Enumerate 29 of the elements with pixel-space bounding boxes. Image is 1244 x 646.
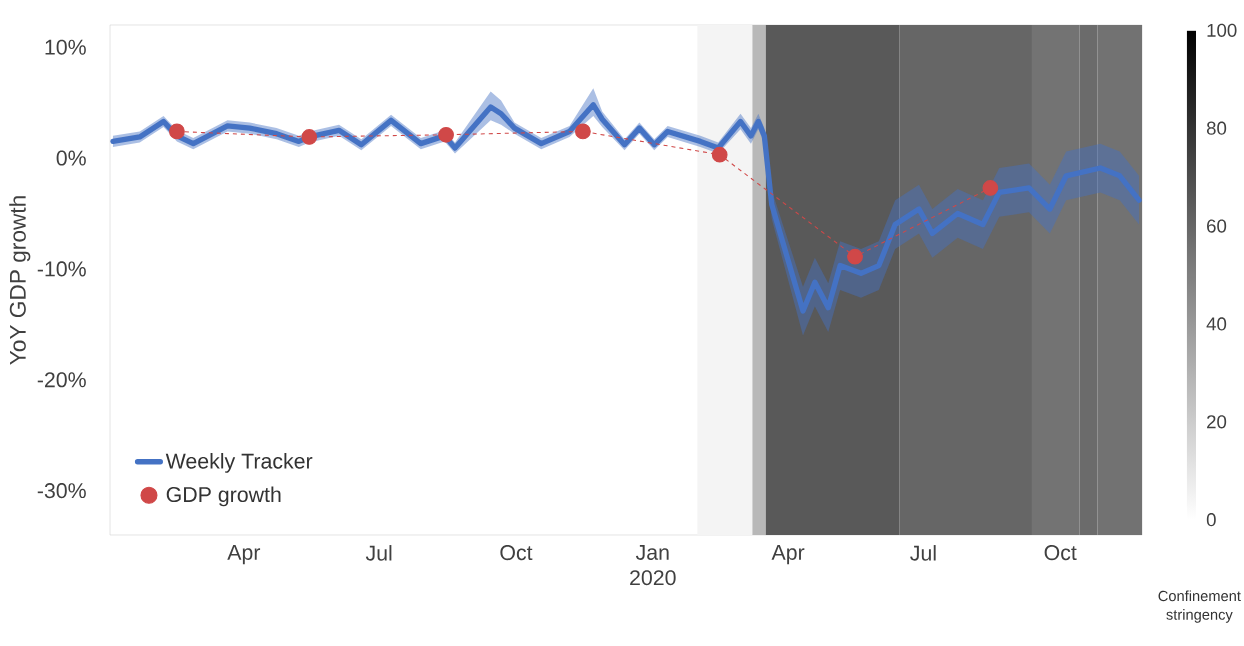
color-bar-label: 80	[1206, 121, 1227, 135]
color-bar-label: 100	[1207, 23, 1237, 37]
legend-label: Weekly Tracker	[165, 452, 313, 473]
x-tick-label: Jan 2020	[630, 545, 676, 586]
y-tick-label: -20%	[37, 372, 86, 388]
point	[169, 123, 185, 140]
color-bar-label: 20	[1207, 415, 1227, 429]
y-tick-label: 10%	[45, 39, 86, 55]
y-axis-title: YoY GDP growth	[9, 196, 31, 365]
y-tick-label: -10%	[37, 261, 86, 277]
x-tick-label: Oct	[500, 545, 533, 561]
color-bar-label: 60	[1207, 219, 1227, 233]
legend-label: GDP growth	[166, 486, 281, 507]
point	[438, 126, 454, 143]
point	[575, 123, 591, 140]
point	[711, 146, 728, 163]
point	[982, 180, 999, 196]
y-tick-label: -30%	[37, 483, 86, 499]
color-bar-label: 40	[1206, 317, 1227, 331]
x-tick-label: Apr	[771, 545, 805, 565]
x-tick-label: Apr	[227, 545, 261, 565]
color-bar-label: 0	[1206, 513, 1216, 527]
x-tick-label: Jul	[910, 545, 936, 561]
x-tick-label: Oct	[1044, 545, 1077, 561]
point	[847, 248, 863, 265]
y-tick-label: 0%	[56, 150, 86, 166]
point	[301, 129, 318, 145]
x-tick-label: Jul	[365, 545, 392, 561]
color-bar-title: Confinement stringency	[1158, 590, 1241, 623]
